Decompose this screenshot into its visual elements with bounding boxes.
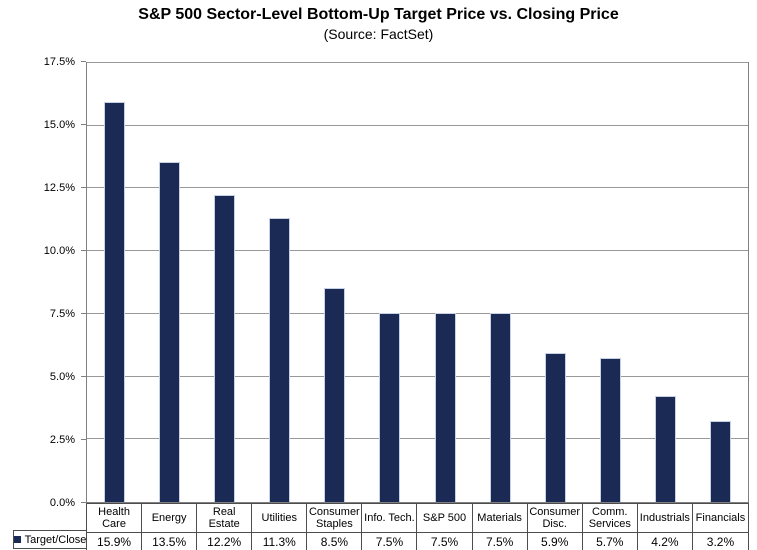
value-label: 13.5% [142,533,198,550]
data-table: Health Care Energy Real Estate Utilities Con… [86,503,749,550]
category-label: Energy [142,504,198,532]
bar-column [142,63,197,502]
category-label: Real Estate [197,504,253,532]
category-label: Utilities [252,504,308,532]
value-row: 15.9% 13.5% 12.2% 11.3% 8.5% 7.5% 7.5% 7.5% 5.9%… [87,532,748,550]
value-label: 7.5% [417,533,473,550]
category-header-row: Health Care Energy Real Estate Utilities Con… [87,503,748,532]
chart-subtitle: (Source: FactSet) [323,26,434,42]
bar-column [307,63,362,502]
legend-marker-icon [13,536,21,543]
gridline [87,438,748,440]
gridline [87,187,748,189]
legend-series-label: Target/Close [24,533,87,546]
bar-column [583,63,638,502]
value-label: 15.9% [87,533,143,550]
value-label: 12.2% [197,533,253,550]
y-axis-tick-mark [81,502,86,503]
bar-comm-services [599,358,621,502]
category-label: Financials [695,512,746,524]
chart-title: S&P 500 Sector-Level Bottom-Up Target Pr… [138,6,619,23]
bar-s-p-500 [434,312,456,502]
category-label: Industrials [638,504,693,532]
gridline [87,124,748,126]
bar-series [87,63,748,502]
value-label: 8.5% [307,533,363,550]
y-axis-tick-label: 0.0% [49,497,75,509]
gridline [87,375,748,377]
bar-column [473,63,528,502]
category-label: Consumer Staples [307,504,363,532]
y-axis: 0.0% 2.5% 5.0% 7.5% 10.0% 12.5% 15.0% 17.5% [0,56,86,509]
bar-column [528,63,583,502]
category-label: S&P 500 [417,504,473,532]
y-axis-tick-mark [81,124,86,125]
value-label: 5.9% [528,533,583,550]
bar-column [638,63,693,502]
value-label: 7.5% [362,533,418,550]
bar-column [87,63,142,502]
value-label: 3.2% [706,534,735,549]
y-axis-tick-label: 2.5% [49,434,75,446]
y-axis-tick-mark [81,439,86,440]
bar-health-care [104,102,126,502]
bar-materials [489,312,511,502]
bar-column [197,63,252,502]
bar-consumer-staples [324,287,346,502]
gridline [87,250,748,252]
bar-column [252,63,307,502]
value-label: 5.7% [583,533,638,550]
y-axis-tick-mark [81,61,86,62]
y-axis-tick-label: 12.5% [43,182,75,194]
bar-real-estate [214,194,236,502]
gridline [87,62,748,63]
value-label: 7.5% [473,533,528,550]
category-label: Consumer Disc. [528,504,583,532]
category-label: Materials [473,504,528,532]
y-axis-tick-label: 17.5% [43,56,75,68]
bar-energy [159,162,181,502]
y-axis-tick-mark [81,313,86,314]
y-axis-tick-label: 7.5% [49,308,75,320]
value-label: 11.3% [252,533,308,550]
y-axis-tick-mark [81,250,86,251]
bar-financials [709,420,731,502]
y-axis-tick-label: 15.0% [43,119,75,131]
y-axis-tick-label: 10.0% [43,245,75,257]
bar-consumer-disc [544,353,566,502]
gridline [87,312,748,314]
legend: Target/Close [13,530,87,549]
bar-industrials [654,395,676,502]
bar-column [417,63,472,502]
bar-utilities [269,217,291,502]
y-axis-tick-label: 5.0% [49,371,75,383]
category-label: Health Care [87,504,143,532]
y-axis-tick-mark [81,376,86,377]
y-axis-tick-mark [81,187,86,188]
plot-area [86,62,749,503]
value-label: 4.2% [638,533,693,550]
bar-column [693,63,748,502]
category-label: Comm. Services [583,504,638,532]
bar-info-tech [379,312,401,502]
category-label: Info. Tech. [362,504,418,532]
bar-column [362,63,417,502]
